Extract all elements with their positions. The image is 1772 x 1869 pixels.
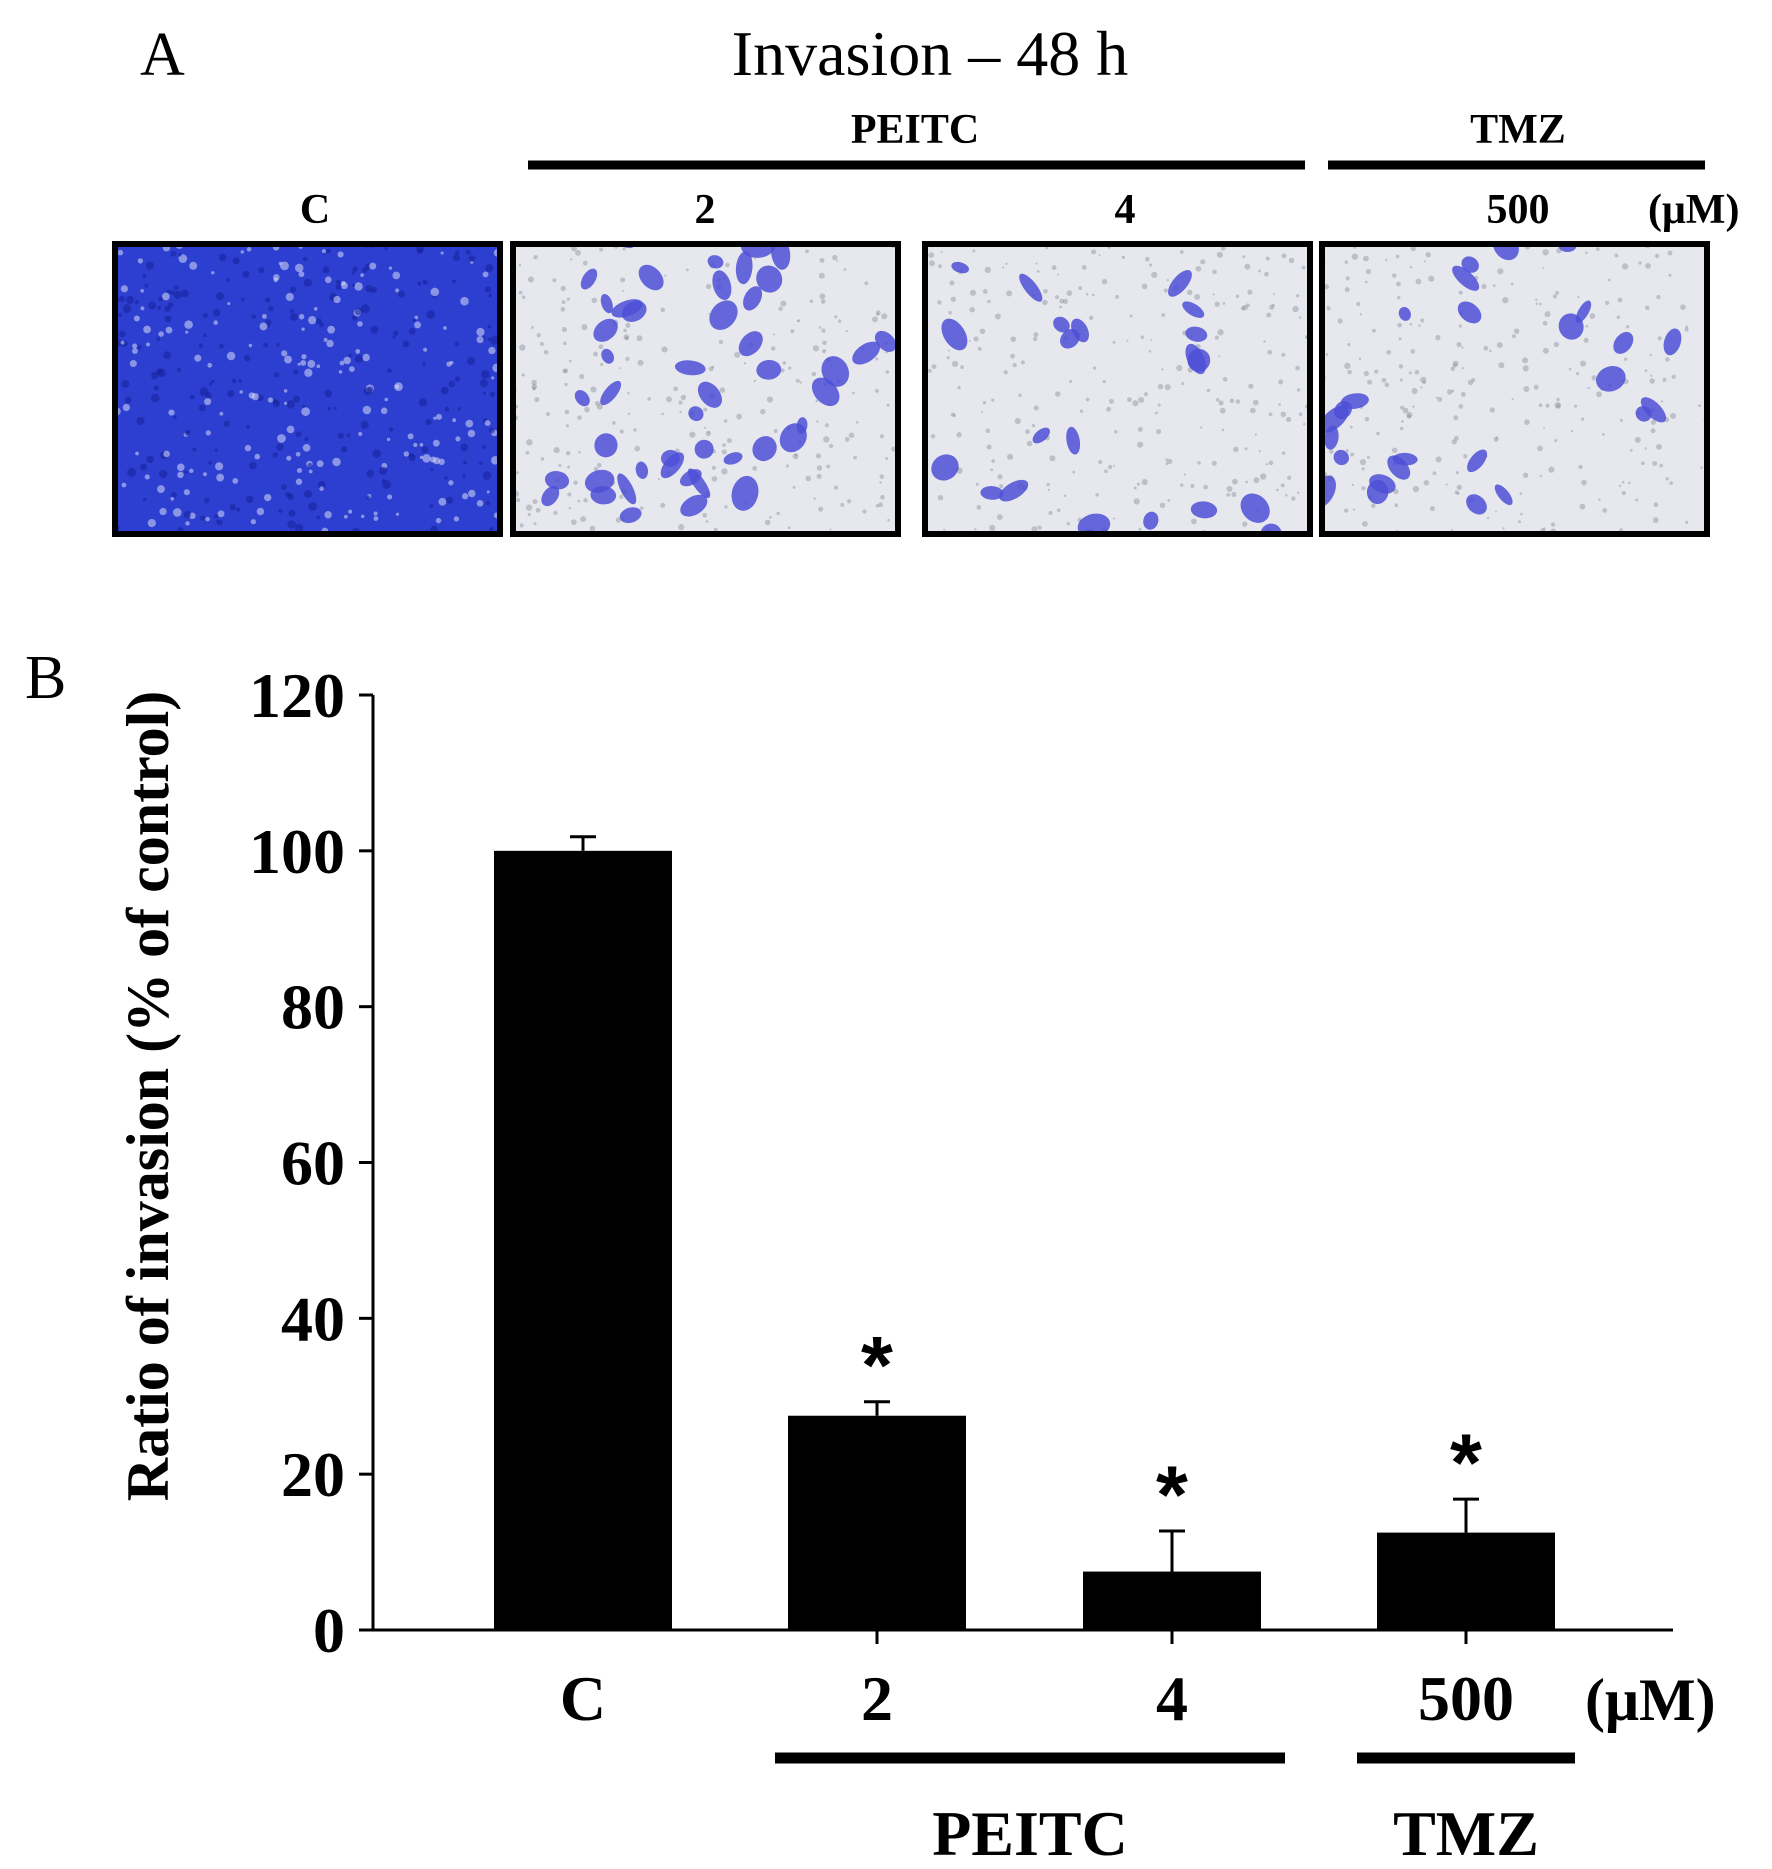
panel-a-condition-c: C [300,187,330,233]
bar-4 [1083,1571,1261,1630]
bar-500 [1377,1532,1555,1630]
x-tick-label: C [560,1663,606,1734]
bar-chart: 0 20 40 60 80 100 120 C * 2 * 4 * 500 (μM) PEITC TMZ [249,660,1716,1869]
bar-2 [788,1415,966,1630]
panel-a-unit: (μM) [1648,187,1739,233]
significance-marker: * [1156,1450,1188,1541]
y-tick-label: 20 [281,1439,345,1510]
x-tick-label: 4 [1156,1663,1188,1734]
y-tick-label: 120 [249,660,345,731]
x-tick-label: 500 [1418,1663,1514,1734]
y-tick-label: 40 [281,1283,345,1354]
micrograph-frame [510,241,901,537]
panel-a-letter: A [140,21,185,89]
bar-C [494,850,672,1630]
panel-a-group-label-tmz: TMZ [1470,107,1566,153]
significance-marker: * [1450,1418,1482,1509]
y-tick-label: 100 [249,816,345,887]
panel-a: A Invasion – 48 h PEITC TMZ C 2 4 500 (μ… [112,18,1739,537]
micrograph-2 [510,241,901,537]
micrograph-1 [112,241,503,537]
panel-a-condition-500: 500 [1487,187,1550,233]
y-tick-label: 0 [313,1595,345,1666]
y-tick-label: 60 [281,1128,345,1199]
micrograph-4 [1319,241,1710,537]
micrograph-frame [1319,241,1710,537]
micrograph-row [112,241,1710,537]
micrograph-frame [112,241,503,537]
x-tick-label: 2 [861,1663,893,1734]
micrograph-frame [922,241,1313,537]
panel-a-title: Invasion – 48 h [732,18,1128,89]
panel-a-condition-4: 4 [1115,187,1136,233]
micrograph-3 [922,241,1313,537]
x-unit-label: (μM) [1585,1667,1716,1733]
significance-marker: * [861,1321,893,1412]
y-tick-label: 80 [281,972,345,1043]
group-label-tmz: TMZ [1393,1798,1539,1869]
panel-b-letter: B [25,644,66,712]
y-axis-label: Ratio of invasion (% of control) [115,691,181,1502]
group-label-peitc: PEITC [932,1798,1128,1869]
panel-b: B Ratio of invasion (% of control) 0 20 40… [25,644,1716,1869]
panel-a-condition-2: 2 [695,187,716,233]
panel-a-group-label-peitc: PEITC [851,107,979,153]
